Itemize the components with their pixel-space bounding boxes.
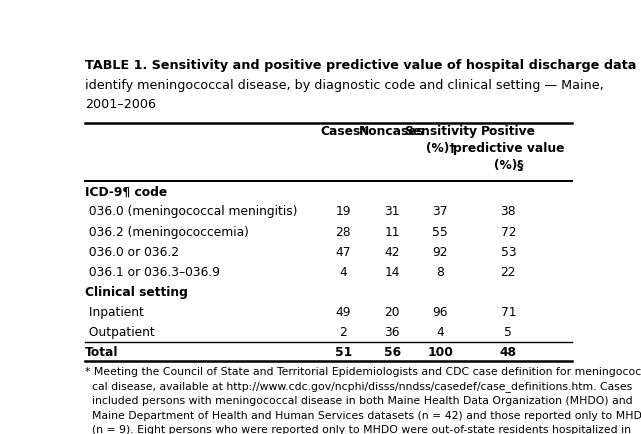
Text: Inpatient: Inpatient	[85, 306, 144, 319]
Text: identify meningococcal disease, by diagnostic code and clinical setting — Maine,: identify meningococcal disease, by diagn…	[85, 79, 604, 92]
Text: 100: 100	[428, 346, 453, 359]
Text: Clinical setting: Clinical setting	[85, 286, 188, 299]
Text: 036.1 or 036.3–036.9: 036.1 or 036.3–036.9	[85, 266, 220, 279]
Text: 4: 4	[437, 326, 444, 339]
Text: Cases*: Cases*	[320, 125, 367, 138]
Text: Noncases: Noncases	[359, 125, 425, 138]
Text: 036.0 or 036.2: 036.0 or 036.2	[85, 246, 179, 259]
Text: 036.2 (meningococcemia): 036.2 (meningococcemia)	[85, 226, 249, 239]
Text: 28: 28	[336, 226, 351, 239]
Text: 22: 22	[501, 266, 516, 279]
Text: 72: 72	[501, 226, 516, 239]
Text: 49: 49	[336, 306, 351, 319]
Text: 8: 8	[437, 266, 444, 279]
Text: 56: 56	[383, 346, 401, 359]
Text: 53: 53	[501, 246, 516, 259]
Text: (%)§: (%)§	[494, 159, 523, 172]
Text: 51: 51	[335, 346, 352, 359]
Text: 55: 55	[433, 226, 448, 239]
Text: cal disease, available at http://www.cdc.gov/ncphi/disss/nndss/casedef/case_defi: cal disease, available at http://www.cdc…	[85, 381, 632, 392]
Text: 20: 20	[385, 306, 400, 319]
Text: predictive value: predictive value	[453, 142, 564, 155]
Text: 2: 2	[340, 326, 347, 339]
Text: Sensitivity: Sensitivity	[404, 125, 477, 138]
Text: TABLE 1. Sensitivity and positive predictive value of hospital discharge data to: TABLE 1. Sensitivity and positive predic…	[85, 59, 641, 72]
Text: included persons with meningococcal disease in both Maine Health Data Organizati: included persons with meningococcal dise…	[85, 396, 633, 406]
Text: 5: 5	[504, 326, 512, 339]
Text: 92: 92	[433, 246, 448, 259]
Text: 2001–2006: 2001–2006	[85, 98, 156, 111]
Text: 38: 38	[501, 205, 516, 218]
Text: 71: 71	[501, 306, 516, 319]
Text: Outpatient: Outpatient	[85, 326, 155, 339]
Text: 96: 96	[433, 306, 448, 319]
Text: 11: 11	[385, 226, 400, 239]
Text: Positive: Positive	[481, 125, 536, 138]
Text: 19: 19	[336, 205, 351, 218]
Text: 47: 47	[336, 246, 351, 259]
Text: 48: 48	[500, 346, 517, 359]
Text: 4: 4	[340, 266, 347, 279]
Text: Total: Total	[85, 346, 119, 359]
Text: Maine Department of Health and Human Services datasets (n = 42) and those report: Maine Department of Health and Human Ser…	[85, 411, 641, 421]
Text: 036.0 (meningococcal meningitis): 036.0 (meningococcal meningitis)	[85, 205, 297, 218]
Text: (%)†: (%)†	[426, 142, 455, 155]
Text: * Meeting the Council of State and Territorial Epidemiologists and CDC case defi: * Meeting the Council of State and Terri…	[85, 367, 641, 377]
Text: 14: 14	[385, 266, 400, 279]
Text: (n = 9). Eight persons who were reported only to MHDO were out-of-state resident: (n = 9). Eight persons who were reported…	[85, 425, 631, 434]
Text: ICD-9¶ code: ICD-9¶ code	[85, 185, 167, 198]
Text: 42: 42	[385, 246, 400, 259]
Text: 31: 31	[385, 205, 400, 218]
Text: 37: 37	[433, 205, 448, 218]
Text: 36: 36	[385, 326, 400, 339]
